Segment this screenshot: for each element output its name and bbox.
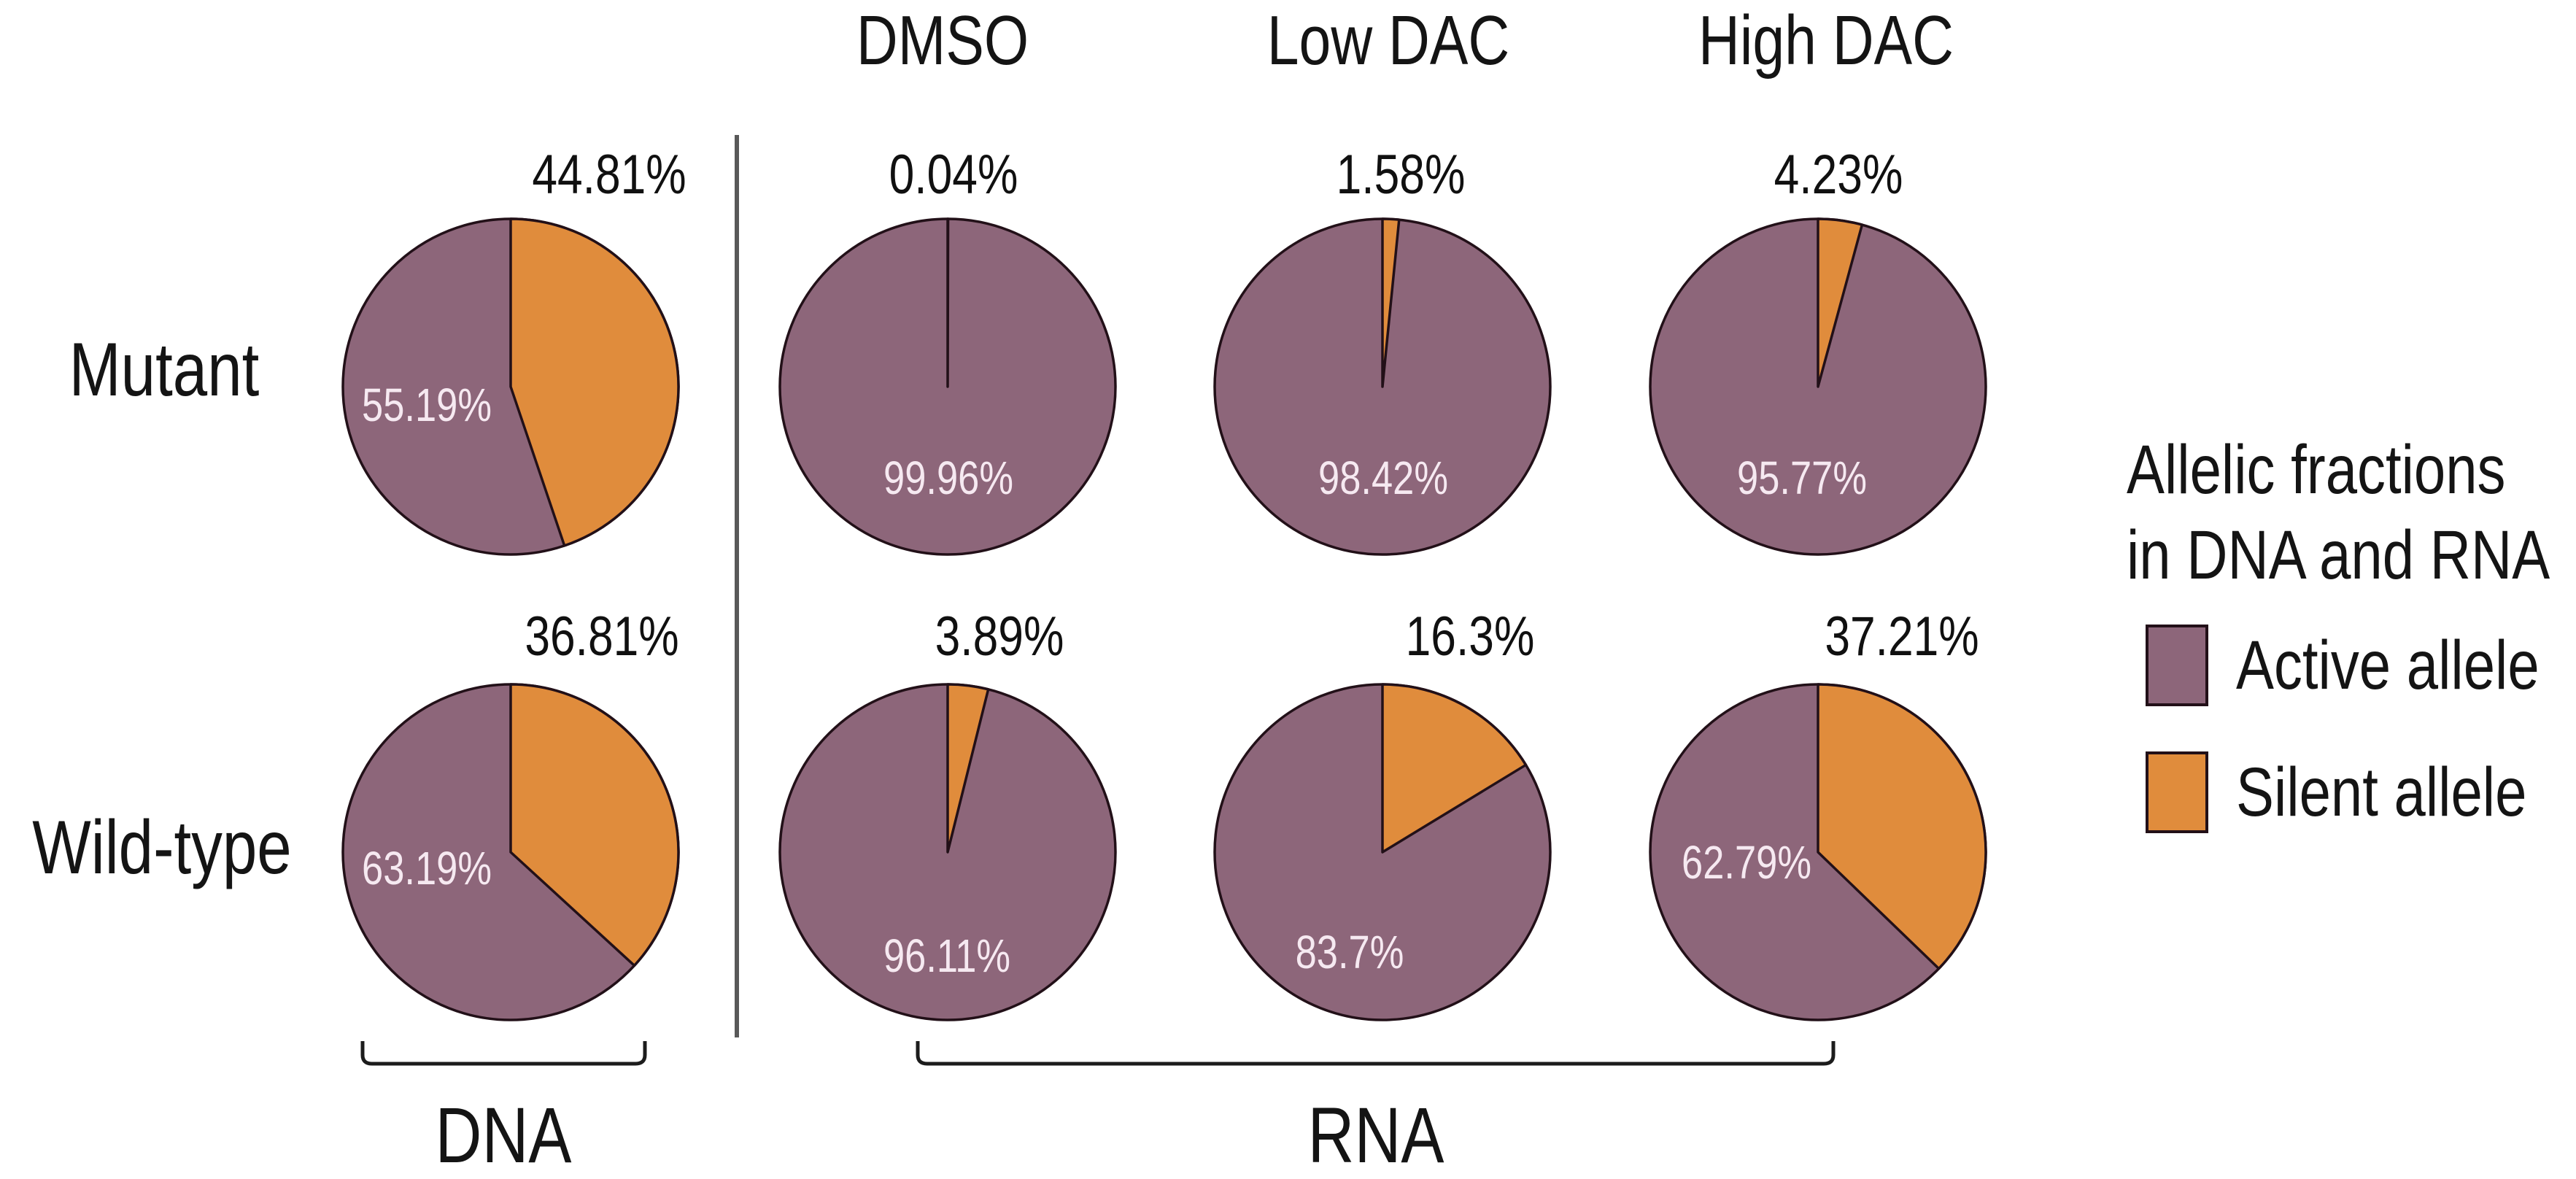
group-label-rna: RNA	[1307, 1091, 1444, 1179]
legend-label-active: Active allele	[2236, 626, 2540, 704]
active-allele-swatch	[2146, 625, 2208, 706]
legend-title-line2: in DNA and RNA	[2127, 517, 2550, 594]
pie-mutant-dmso: 99.96%	[778, 217, 1118, 557]
active-pct-label-wild-type-high-dac: 62.79%	[1682, 836, 1811, 889]
rna-bracket	[916, 1041, 1836, 1066]
silent-pct-label-wild-type-high-dac: 37.21%	[1825, 606, 1979, 668]
active-pct-label-mutant-high-dac: 95.77%	[1737, 452, 1867, 504]
pie-svg-wild-type-dna	[341, 683, 680, 1021]
active-pct-label-mutant-dmso: 99.96%	[883, 452, 1013, 504]
pie-svg-mutant-low-dac	[1213, 217, 1552, 556]
silent-allele-slice	[1381, 217, 1401, 388]
legend-label-silent: Silent allele	[2236, 753, 2527, 831]
pie-wild-type-dna: 63.19%	[341, 682, 681, 1022]
legend-row-silent: Silent allele	[2146, 751, 2576, 833]
legend-title: Allelic fractions in DNA and RNA	[2127, 428, 2576, 598]
dna-bracket	[360, 1041, 647, 1066]
pie-svg-mutant-dmso	[778, 217, 1117, 556]
silent-allele-slice	[1381, 683, 1528, 854]
dna-rna-divider-line	[735, 135, 739, 1037]
silent-pct-label-mutant-low-dac: 1.58%	[1336, 144, 1466, 206]
silent-allele-slice	[946, 683, 990, 854]
active-pct-label-mutant-low-dac: 98.42%	[1318, 452, 1448, 504]
silent-allele-slice	[509, 217, 680, 547]
silent-pct-label-wild-type-low-dac: 16.3%	[1405, 606, 1535, 668]
pie-svg-wild-type-high-dac	[1649, 683, 1987, 1021]
silent-pct-label-mutant-dna: 44.81%	[532, 144, 686, 206]
silent-pct-label-mutant-high-dac: 4.23%	[1774, 144, 1903, 206]
pie-mutant-dna: 55.19%	[341, 217, 681, 557]
silent-pct-label-mutant-dmso: 0.04%	[889, 144, 1018, 206]
column-header-dmso: DMSO	[856, 1, 1029, 80]
silent-allele-swatch	[2146, 751, 2208, 833]
pie-mutant-low-dac: 98.42%	[1212, 217, 1552, 557]
column-header-high-dac: High DAC	[1698, 1, 1954, 80]
silent-allele-slice	[1817, 217, 1864, 388]
row-label-mutant: Mutant	[69, 328, 260, 412]
silent-pct-label-wild-type-dna: 36.81%	[525, 606, 679, 668]
pie-svg-wild-type-dmso	[778, 683, 1117, 1021]
pie-svg-mutant-dna	[341, 217, 680, 556]
active-pct-label-mutant-dna: 55.19%	[362, 379, 492, 431]
pie-svg-mutant-high-dac	[1649, 217, 1987, 556]
silent-allele-slice	[509, 683, 680, 967]
active-pct-label-wild-type-dmso: 96.11%	[883, 929, 1011, 982]
active-pct-label-wild-type-low-dac: 83.7%	[1295, 926, 1404, 978]
active-pct-label-wild-type-dna: 63.19%	[362, 842, 492, 894]
pie-wild-type-dmso: 96.11%	[778, 682, 1118, 1022]
silent-allele-slice	[1817, 683, 1987, 970]
pie-wild-type-low-dac: 83.7%	[1212, 682, 1552, 1022]
pie-svg-wild-type-low-dac	[1213, 683, 1552, 1021]
silent-pct-label-wild-type-dmso: 3.89%	[935, 606, 1064, 668]
group-label-dna: DNA	[435, 1091, 572, 1179]
legend-row-active: Active allele	[2146, 625, 2576, 706]
row-label-wild-type: Wild-type	[32, 805, 292, 890]
legend-title-line1: Allelic fractions	[2127, 431, 2506, 509]
pie-wild-type-high-dac: 62.79%	[1648, 682, 1988, 1022]
column-header-low-dac: Low DAC	[1266, 1, 1510, 80]
legend: Allelic fractions in DNA and RNA Active …	[2127, 428, 2576, 833]
pie-mutant-high-dac: 95.77%	[1648, 217, 1988, 557]
